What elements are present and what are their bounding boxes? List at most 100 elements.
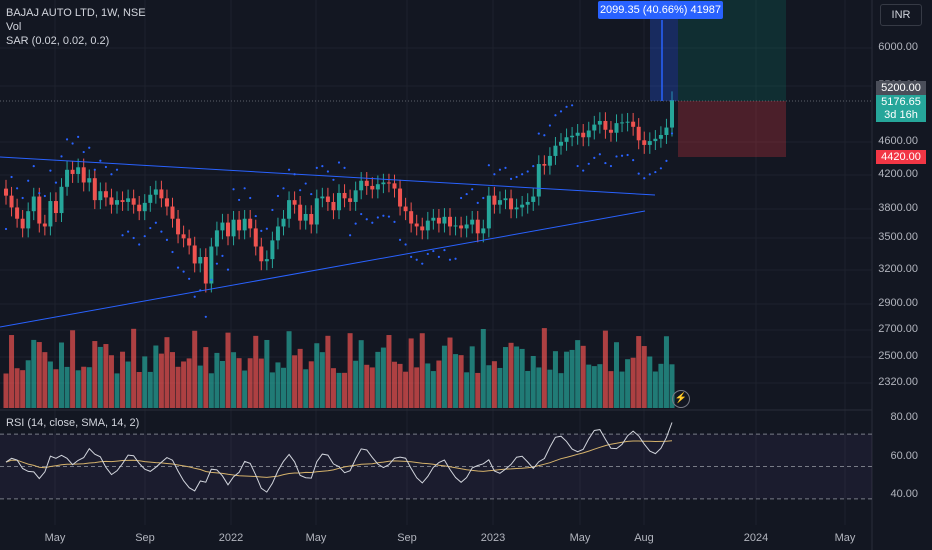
sar-dot (393, 220, 396, 223)
candle (92, 178, 97, 201)
sar-dot (282, 187, 285, 190)
volume-bar (225, 332, 231, 408)
sar-dot (215, 262, 218, 265)
candle (253, 228, 258, 247)
candle (475, 219, 480, 234)
candle (325, 196, 330, 202)
sar-dot (43, 194, 46, 198)
sar-dot (171, 250, 174, 254)
volume-bar (20, 370, 26, 408)
measure-label[interactable]: 2099.35 (40.66%) 41987 (598, 1, 723, 19)
sar-dot (637, 172, 640, 175)
sar-dot (604, 161, 607, 165)
sar-dot (387, 215, 391, 218)
volume-bar (53, 369, 59, 408)
time-axis-label: 2024 (743, 532, 769, 544)
candle (303, 213, 308, 221)
volume-bar (142, 356, 148, 408)
candle (597, 120, 602, 125)
volume-bar (325, 335, 331, 408)
volume-bar (170, 352, 175, 408)
sar-dot (509, 177, 513, 180)
volume-bar (491, 361, 497, 408)
volume-bar (319, 352, 325, 408)
sar-dot (521, 173, 524, 176)
sar-dot (365, 218, 368, 221)
volume-bar (103, 344, 109, 408)
candle (137, 204, 142, 212)
time-axis-label: Sep (135, 532, 155, 544)
volume-bar (231, 352, 237, 408)
candle (414, 223, 419, 227)
sar-dot (543, 134, 546, 137)
volume-bar (86, 367, 92, 408)
candle (259, 246, 264, 262)
volume-bar (47, 361, 53, 408)
volume-bar (380, 347, 386, 408)
sar-dot (410, 255, 413, 258)
volume-bar (297, 348, 303, 408)
price-axis-label: 2320.00 (878, 376, 918, 388)
sar-dot (643, 177, 646, 180)
candle (176, 218, 181, 235)
candle (98, 191, 103, 201)
sar-dot (537, 132, 540, 135)
sar-dot (615, 155, 618, 158)
sar-dot (371, 221, 374, 224)
candle (525, 201, 530, 205)
sar-dot (404, 243, 407, 246)
volume-bar (236, 358, 242, 408)
candle (348, 198, 353, 202)
candle (131, 198, 136, 205)
volume-bar (597, 364, 603, 408)
candle (636, 126, 641, 141)
volume-bars (3, 328, 675, 408)
candle (115, 200, 119, 205)
trendlines[interactable] (0, 156, 656, 328)
candle (403, 206, 408, 212)
volume-bar (430, 371, 436, 408)
volume-bar (75, 370, 81, 408)
candle (481, 228, 486, 234)
sar-dot (620, 154, 624, 157)
price-axis-label: 3500.00 (878, 231, 918, 243)
candle (436, 217, 441, 224)
sar-dot (554, 114, 557, 117)
volume-bar (131, 328, 137, 408)
sar-dot (54, 181, 58, 184)
sar-dot (504, 166, 507, 169)
position-tool[interactable] (650, 0, 786, 157)
last-price-tag: 5176.65 (876, 95, 926, 109)
candle (320, 196, 325, 199)
sar-dot (138, 243, 141, 246)
candle (586, 130, 591, 138)
countdown-tag: 3d 16h (876, 108, 926, 122)
candle (53, 201, 58, 214)
candle (42, 223, 47, 227)
candle (642, 140, 647, 145)
currency-button[interactable]: INR (880, 4, 922, 26)
candle (214, 230, 219, 247)
volume-bar (375, 351, 381, 408)
rsi-axis-label: 40.00 (890, 488, 918, 500)
candle (15, 207, 20, 219)
price-axis-label: 2500.00 (878, 350, 918, 362)
sar-dot (576, 164, 579, 168)
volume-bar (403, 371, 409, 408)
volume-bar (25, 360, 31, 408)
time-axis-label: May (44, 532, 66, 544)
volume-bar (258, 358, 264, 408)
volume-bar (508, 342, 514, 408)
volume-bar (447, 337, 453, 408)
loss-zone (678, 101, 786, 157)
volume-bar (153, 345, 159, 408)
flash-icon[interactable]: ⚡ (672, 390, 690, 408)
volume-bar (347, 333, 353, 408)
sar-dot (354, 222, 357, 225)
volume-bar (652, 371, 658, 408)
volume-bar (31, 339, 37, 408)
sar-dot (260, 229, 263, 232)
candle (464, 224, 469, 229)
candle (381, 182, 386, 185)
